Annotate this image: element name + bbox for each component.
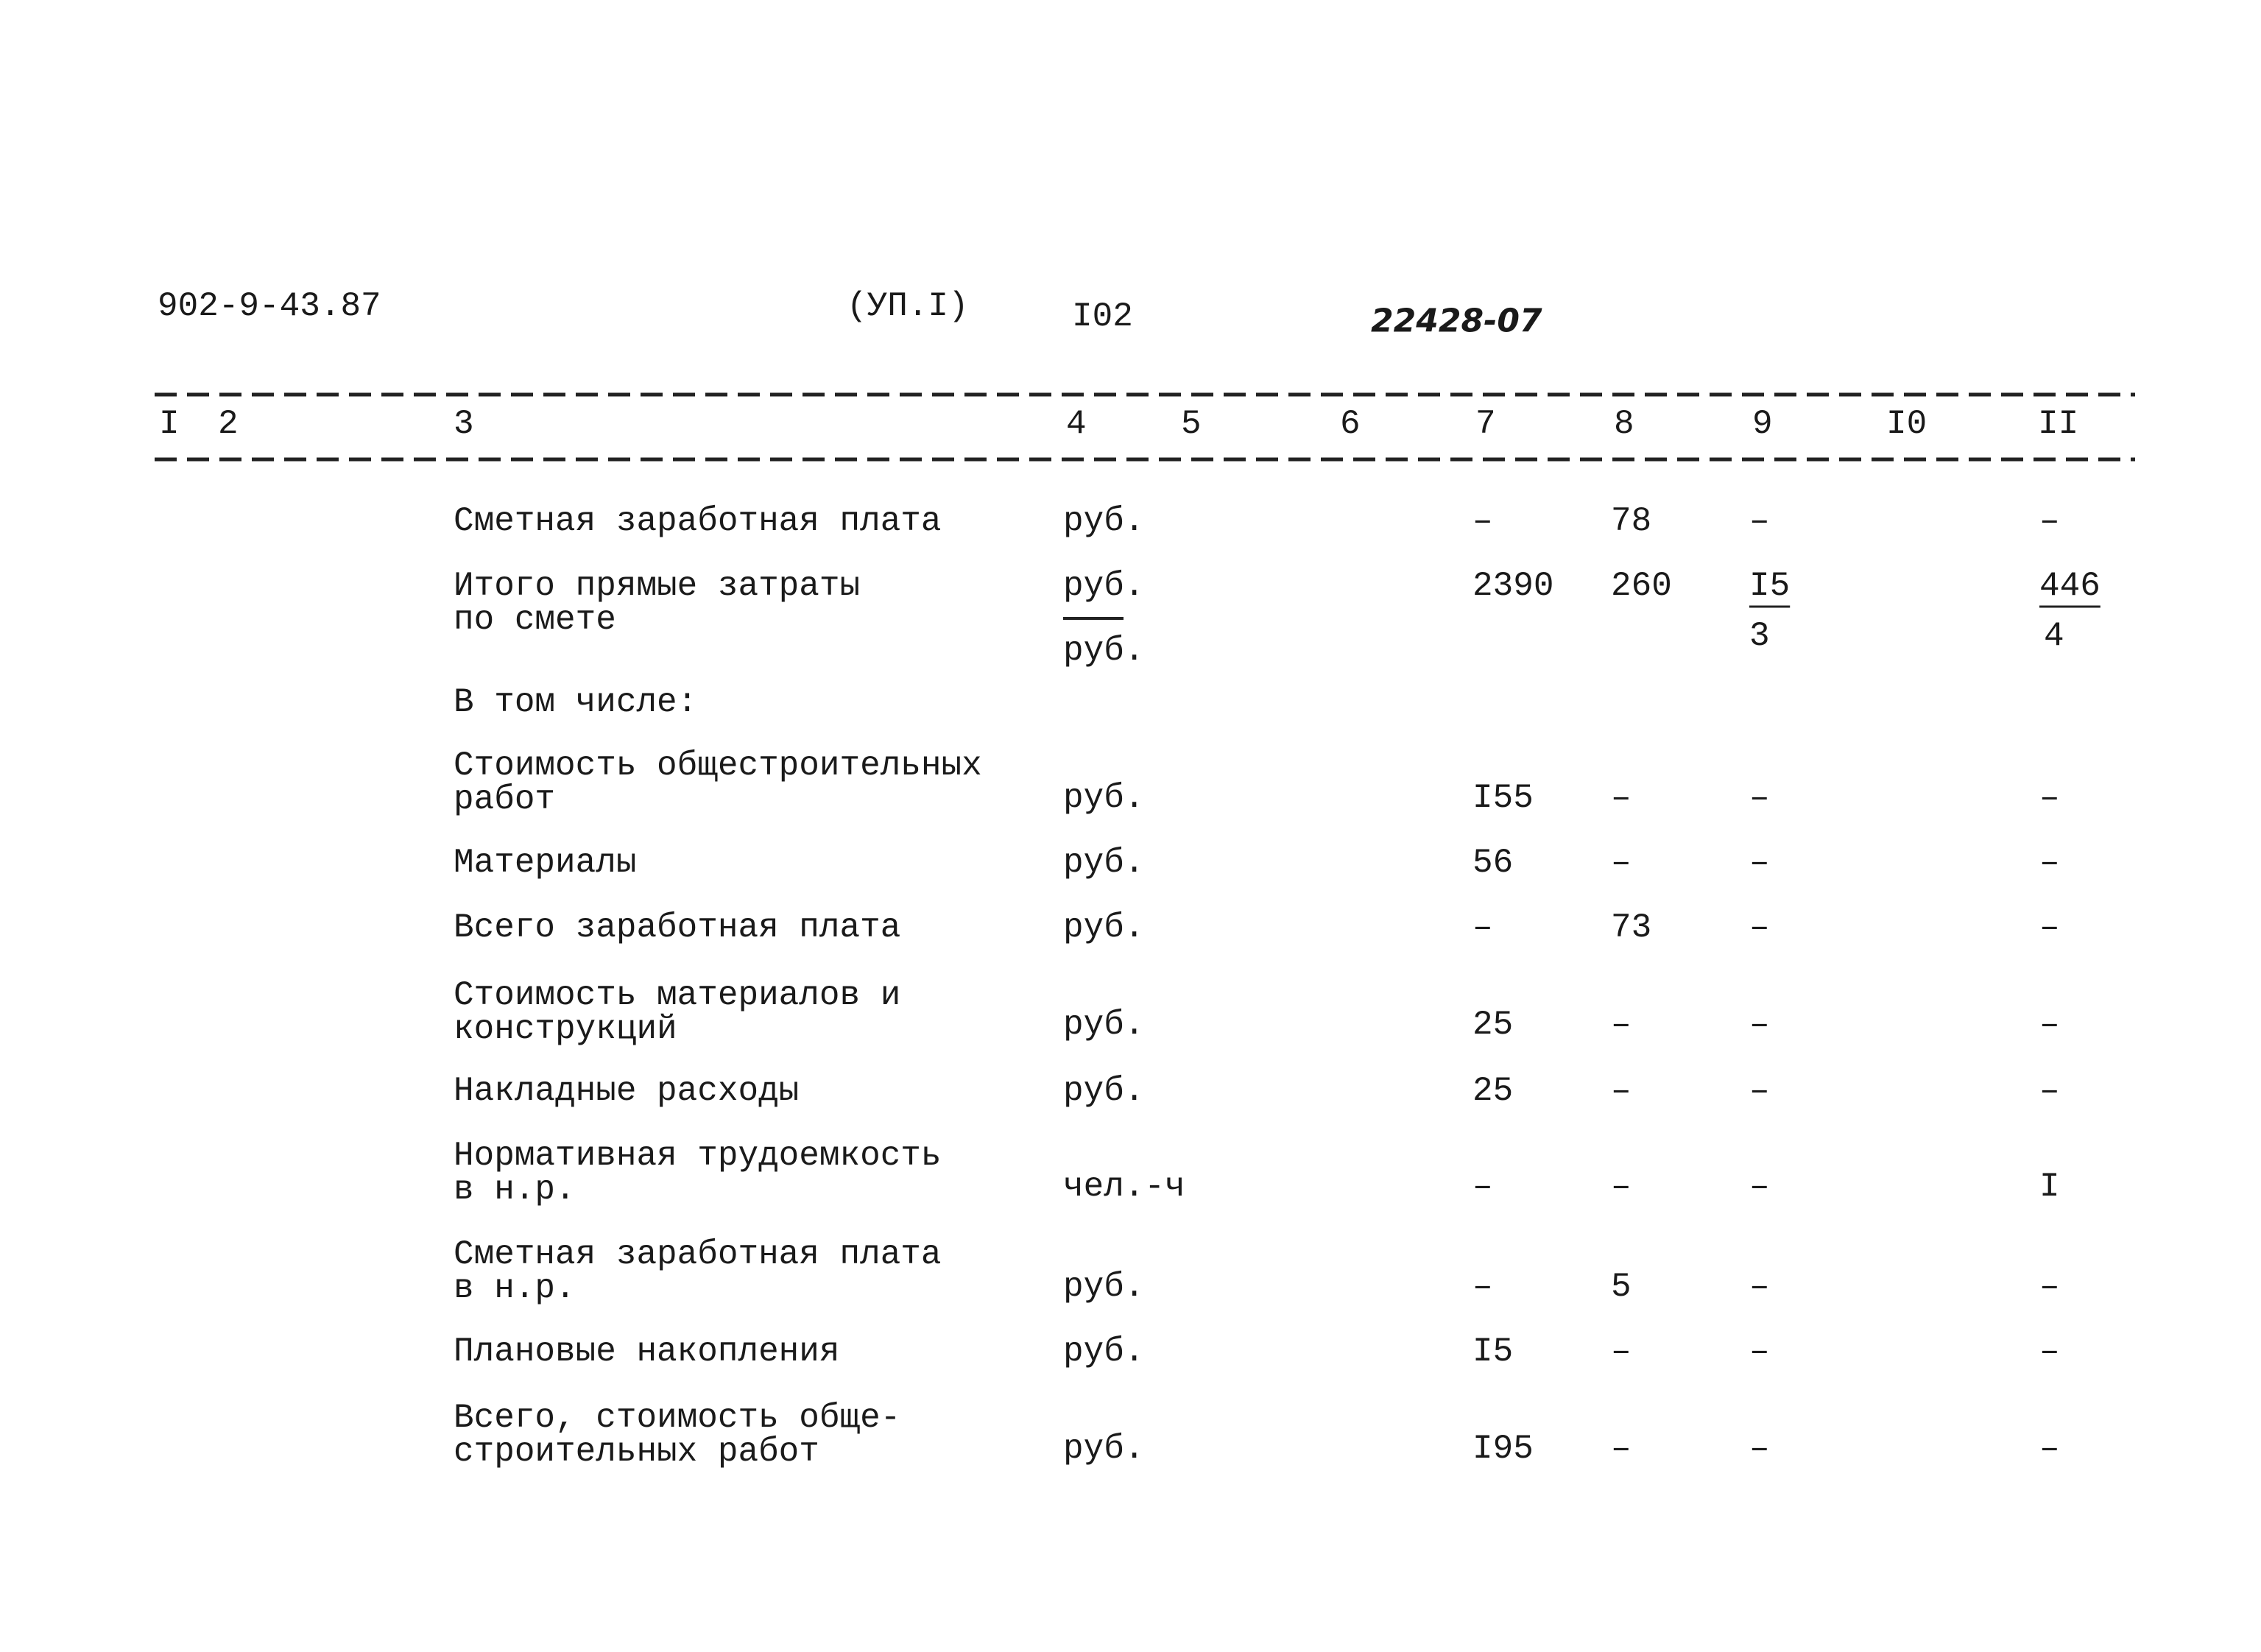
cell: – xyxy=(1611,779,1632,817)
page-number: I02 xyxy=(1072,297,1133,336)
column-number: 6 xyxy=(1340,405,1361,443)
cell: 78 xyxy=(1611,502,1651,540)
row-name: конструкций xyxy=(454,1010,677,1048)
column-number: 2 xyxy=(218,405,239,443)
row-name: работ xyxy=(454,780,555,819)
cell: – xyxy=(2039,1332,2060,1371)
row-name: Материалы xyxy=(454,844,636,882)
cell: 25 xyxy=(1472,1072,1513,1110)
cell: – xyxy=(1472,908,1493,947)
cell: – xyxy=(1749,502,1770,540)
column-number: I0 xyxy=(1886,405,1927,443)
cell: руб. xyxy=(1063,908,1144,947)
cell: 3 xyxy=(1749,617,1770,655)
row-name: в н.р. xyxy=(454,1171,576,1209)
row-name: Сметная заработная плата xyxy=(454,502,942,540)
cell: – xyxy=(1611,1332,1632,1371)
cell: – xyxy=(1611,1430,1632,1468)
cell: 25 xyxy=(1472,1006,1513,1044)
column-number: 3 xyxy=(454,405,474,443)
cell: – xyxy=(1749,1006,1770,1044)
cell: – xyxy=(1749,844,1770,882)
cell: – xyxy=(1472,502,1493,540)
row-name: Стоимость общестроительных xyxy=(454,746,982,785)
cell: – xyxy=(1749,1332,1770,1371)
column-number: 7 xyxy=(1475,405,1496,443)
cell: I55 xyxy=(1472,779,1534,817)
cell: чел.-ч xyxy=(1063,1168,1185,1206)
cell: 260 xyxy=(1611,567,1672,605)
cell: руб. xyxy=(1063,1072,1144,1110)
cell: – xyxy=(1611,844,1632,882)
cell: – xyxy=(1611,1168,1632,1206)
cell: 73 xyxy=(1611,908,1651,947)
column-number: II xyxy=(2038,405,2078,443)
column-number: I xyxy=(159,405,180,443)
cell: – xyxy=(2039,1430,2060,1468)
cell: – xyxy=(1472,1168,1493,1206)
cell: – xyxy=(1749,1268,1770,1306)
cell: – xyxy=(2039,1072,2060,1110)
cell: 446 xyxy=(2039,567,2100,605)
cell: – xyxy=(2039,1268,2060,1306)
cell: I5 xyxy=(1472,1332,1513,1371)
cell: руб. xyxy=(1063,567,1144,605)
column-number: 5 xyxy=(1181,405,1202,443)
row-name: в н.р. xyxy=(454,1269,576,1307)
doc-section: (УП.I) xyxy=(847,287,969,325)
cell: руб. xyxy=(1063,1268,1144,1306)
cell: – xyxy=(1749,1430,1770,1468)
row-name: Всего заработная плата xyxy=(454,908,900,947)
cell: – xyxy=(1749,1168,1770,1206)
row-name: строительных работ xyxy=(454,1433,819,1471)
cell: – xyxy=(1472,1268,1493,1306)
cell: – xyxy=(2039,1006,2060,1044)
cell: – xyxy=(2039,908,2060,947)
cell: руб. xyxy=(1063,779,1144,817)
cell: руб. xyxy=(1063,1430,1144,1468)
cell: руб. xyxy=(1063,1332,1144,1371)
doc-number: 22428-07 xyxy=(1371,303,1542,340)
column-number: 8 xyxy=(1614,405,1634,443)
cell: 2390 xyxy=(1472,567,1553,605)
row-name: по смете xyxy=(454,601,616,639)
cell: – xyxy=(1611,1006,1632,1044)
column-number: 9 xyxy=(1752,405,1773,443)
cell: 56 xyxy=(1472,844,1513,882)
cell: – xyxy=(1749,779,1770,817)
cell: руб. xyxy=(1063,844,1144,882)
cell: руб. xyxy=(1063,632,1144,670)
cell: руб. xyxy=(1063,502,1144,540)
column-number: 4 xyxy=(1066,405,1087,443)
cell: I95 xyxy=(1472,1430,1534,1468)
cell: – xyxy=(1749,908,1770,947)
cell: 5 xyxy=(1611,1268,1632,1306)
cell: – xyxy=(2039,779,2060,817)
row-name: Всего, стоимость обще- xyxy=(454,1399,900,1437)
cell: – xyxy=(1611,1072,1632,1110)
row-name: Нормативная трудоемкость xyxy=(454,1137,942,1175)
cell: руб. xyxy=(1063,1006,1144,1044)
row-name: Итого прямые затраты xyxy=(454,567,860,605)
cell: – xyxy=(2039,844,2060,882)
row-name: Сметная заработная плата xyxy=(454,1235,942,1274)
row-name: Плановые накопления xyxy=(454,1332,840,1371)
cell: I xyxy=(2039,1168,2060,1206)
cell: – xyxy=(2039,502,2060,540)
cell: I5 xyxy=(1749,567,1790,605)
cell: – xyxy=(1749,1072,1770,1110)
row-name: Стоимость материалов и xyxy=(454,976,900,1014)
doc-code: 902-9-43.87 xyxy=(158,287,381,325)
row-name: Накладные расходы xyxy=(454,1072,799,1110)
row-name: В том числе: xyxy=(454,683,697,721)
cell: 4 xyxy=(2044,617,2064,655)
